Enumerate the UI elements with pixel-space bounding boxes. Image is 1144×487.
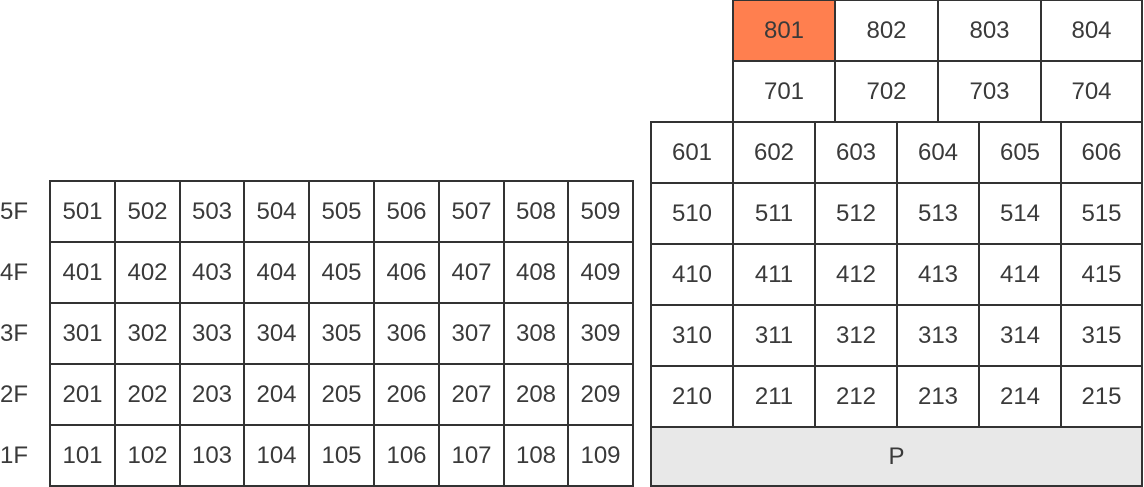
room-cell[interactable]: 411 <box>732 243 816 306</box>
room-cell[interactable]: 313 <box>896 304 980 367</box>
room-cell[interactable]: 406 <box>373 241 440 304</box>
room-cell[interactable]: 509 <box>567 180 634 243</box>
room-cell[interactable]: 208 <box>503 363 569 426</box>
floor-label: 4F <box>0 258 29 286</box>
room-cell[interactable]: 504 <box>243 180 310 243</box>
floor-label: 1F <box>0 441 29 469</box>
room-cell[interactable]: 802 <box>834 0 939 62</box>
room-cell-selected[interactable]: 801 <box>732 0 836 62</box>
room-cell[interactable]: 704 <box>1040 60 1143 123</box>
room-cell[interactable]: 505 <box>308 180 375 243</box>
room-cell[interactable]: 315 <box>1060 304 1143 367</box>
room-cell[interactable]: 702 <box>834 60 939 123</box>
room-cell[interactable]: 311 <box>732 304 816 367</box>
parking-area[interactable]: P <box>650 426 1143 487</box>
room-cell[interactable]: 701 <box>732 60 836 123</box>
room-cell[interactable]: 506 <box>373 180 440 243</box>
room-cell[interactable]: 601 <box>650 121 734 184</box>
room-cell[interactable]: 414 <box>978 243 1062 306</box>
room-cell[interactable]: 202 <box>114 363 181 426</box>
room-cell[interactable]: 402 <box>114 241 181 304</box>
room-cell[interactable]: 513 <box>896 182 980 245</box>
room-cell[interactable]: 410 <box>650 243 734 306</box>
room-cell[interactable]: 604 <box>896 121 980 184</box>
room-cell[interactable]: 412 <box>814 243 898 306</box>
room-cell[interactable]: 103 <box>179 424 245 487</box>
room-cell[interactable]: 403 <box>179 241 245 304</box>
room-cell[interactable]: 703 <box>937 60 1042 123</box>
room-cell[interactable]: 108 <box>503 424 569 487</box>
room-cell[interactable]: 409 <box>567 241 634 304</box>
room-cell[interactable]: 307 <box>438 302 505 365</box>
room-cell[interactable]: 306 <box>373 302 440 365</box>
room-cell[interactable]: 501 <box>49 180 116 243</box>
room-cell[interactable]: 105 <box>308 424 375 487</box>
room-cell[interactable]: 507 <box>438 180 505 243</box>
room-cell[interactable]: 102 <box>114 424 181 487</box>
room-cell[interactable]: 508 <box>503 180 569 243</box>
room-cell[interactable]: 603 <box>814 121 898 184</box>
room-cell[interactable]: 101 <box>49 424 116 487</box>
room-cell[interactable]: 405 <box>308 241 375 304</box>
room-cell[interactable]: 407 <box>438 241 505 304</box>
room-cell[interactable]: 205 <box>308 363 375 426</box>
room-cell[interactable]: 413 <box>896 243 980 306</box>
room-cell[interactable]: 804 <box>1040 0 1143 62</box>
room-cell[interactable]: 106 <box>373 424 440 487</box>
room-cell[interactable]: 209 <box>567 363 634 426</box>
room-cell[interactable]: 308 <box>503 302 569 365</box>
floor-label: 2F <box>0 380 29 408</box>
room-cell[interactable]: 401 <box>49 241 116 304</box>
room-cell[interactable]: 515 <box>1060 182 1143 245</box>
room-cell[interactable]: 211 <box>732 365 816 428</box>
room-cell[interactable]: 512 <box>814 182 898 245</box>
room-cell[interactable]: 510 <box>650 182 734 245</box>
room-cell[interactable]: 107 <box>438 424 505 487</box>
room-cell[interactable]: 301 <box>49 302 116 365</box>
room-cell[interactable]: 312 <box>814 304 898 367</box>
room-cell[interactable]: 204 <box>243 363 310 426</box>
room-cell[interactable]: 511 <box>732 182 816 245</box>
room-cell[interactable]: 104 <box>243 424 310 487</box>
room-cell[interactable]: 602 <box>732 121 816 184</box>
room-cell[interactable]: 503 <box>179 180 245 243</box>
room-cell[interactable]: 302 <box>114 302 181 365</box>
room-cell[interactable]: 415 <box>1060 243 1143 306</box>
room-cell[interactable]: 214 <box>978 365 1062 428</box>
room-cell[interactable]: 606 <box>1060 121 1143 184</box>
room-cell[interactable]: 201 <box>49 363 116 426</box>
room-cell[interactable]: 207 <box>438 363 505 426</box>
room-cell[interactable]: 213 <box>896 365 980 428</box>
room-cell[interactable]: 203 <box>179 363 245 426</box>
room-cell[interactable]: 309 <box>567 302 634 365</box>
room-cell[interactable]: 109 <box>567 424 634 487</box>
room-cell[interactable]: 803 <box>937 0 1042 62</box>
room-cell[interactable]: 408 <box>503 241 569 304</box>
room-cell[interactable]: 304 <box>243 302 310 365</box>
room-cell[interactable]: 514 <box>978 182 1062 245</box>
room-cell[interactable]: 310 <box>650 304 734 367</box>
room-cell[interactable]: 303 <box>179 302 245 365</box>
room-cell[interactable]: 215 <box>1060 365 1143 428</box>
room-cell[interactable]: 212 <box>814 365 898 428</box>
room-cell[interactable]: 210 <box>650 365 734 428</box>
room-cell[interactable]: 404 <box>243 241 310 304</box>
floor-label: 3F <box>0 319 29 347</box>
room-cell[interactable]: 605 <box>978 121 1062 184</box>
room-cell[interactable]: 305 <box>308 302 375 365</box>
floor-label: 5F <box>0 197 29 225</box>
room-cell[interactable]: 206 <box>373 363 440 426</box>
room-cell[interactable]: 314 <box>978 304 1062 367</box>
room-cell[interactable]: 502 <box>114 180 181 243</box>
